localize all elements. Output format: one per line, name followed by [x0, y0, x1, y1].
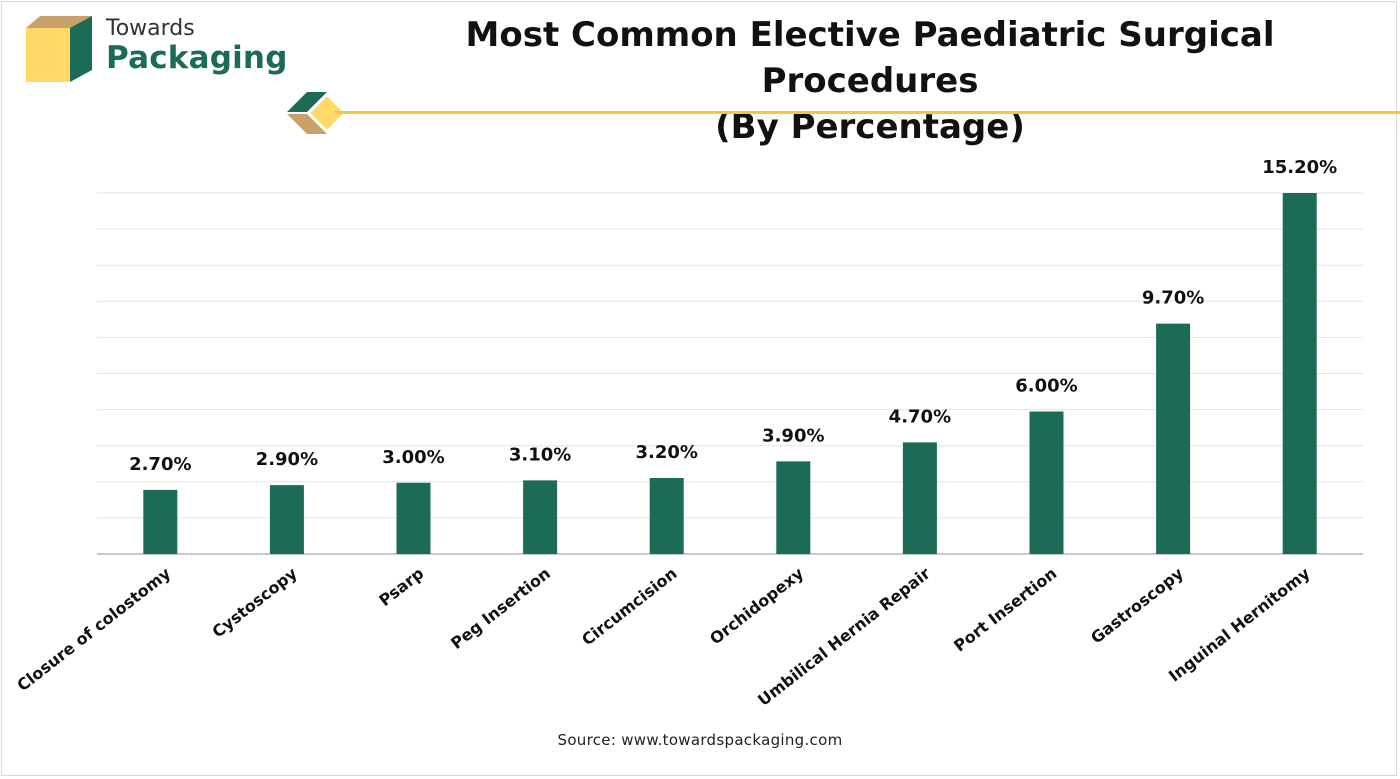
x-tick-label: Cystoscopy — [209, 563, 302, 641]
bar — [902, 442, 937, 554]
bar — [1282, 193, 1317, 554]
bar — [1156, 323, 1191, 554]
bar — [776, 461, 811, 554]
gridlines — [97, 192, 1363, 555]
data-label: 3.10% — [509, 444, 571, 465]
data-label: 3.20% — [635, 442, 697, 463]
title-underline — [335, 111, 1400, 114]
chart-title-line1: Most Common Elective Paediatric Surgical… — [465, 15, 1275, 101]
bar — [269, 485, 304, 554]
x-tick-label: Circumcision — [578, 564, 680, 650]
x-tick-label: Peg Insertion — [447, 564, 554, 653]
x-tick-label: Closure of colostomy — [13, 563, 174, 695]
data-label: 3.90% — [762, 425, 824, 446]
bar — [396, 482, 431, 554]
x-tick-label: Inguinal Hernitomy — [1165, 563, 1314, 685]
data-label: 15.20% — [1262, 157, 1337, 178]
bar — [1029, 411, 1064, 554]
box-logo-icon — [26, 16, 92, 82]
bar — [143, 489, 178, 554]
brand-name-top: Towards — [106, 16, 195, 41]
data-label: 6.00% — [1015, 376, 1077, 397]
bars — [143, 193, 1317, 554]
x-tick-labels: Closure of colostomy Cystoscopy Psarp Peg I… — [13, 563, 1314, 710]
diamond-deco-icon — [287, 92, 347, 134]
x-tick-label: Orchidopexy — [706, 563, 807, 648]
data-label: 2.70% — [129, 454, 191, 475]
brand-name-bottom: Packaging — [106, 40, 288, 76]
x-tick-label: Gastroscopy — [1087, 563, 1187, 647]
brand-logo: Towards Packaging — [22, 16, 287, 88]
bar — [523, 480, 558, 554]
data-label: 4.70% — [889, 406, 951, 427]
bar — [649, 478, 684, 554]
x-tick-label: Port Insertion — [950, 564, 1060, 656]
data-label: 2.90% — [256, 449, 318, 470]
data-label: 9.70% — [1142, 288, 1204, 309]
source-note: Source: www.towardspackaging.com — [557, 731, 843, 749]
x-tick-label: Psarp — [375, 564, 427, 610]
chart-title: Most Common Elective Paediatric Surgical… — [390, 12, 1350, 150]
data-labels: 2.70% 2.90% 3.00% 3.10% 3.20% 3.90% 4.70% 6.00%… — [129, 157, 1337, 475]
data-label: 3.00% — [382, 447, 444, 468]
